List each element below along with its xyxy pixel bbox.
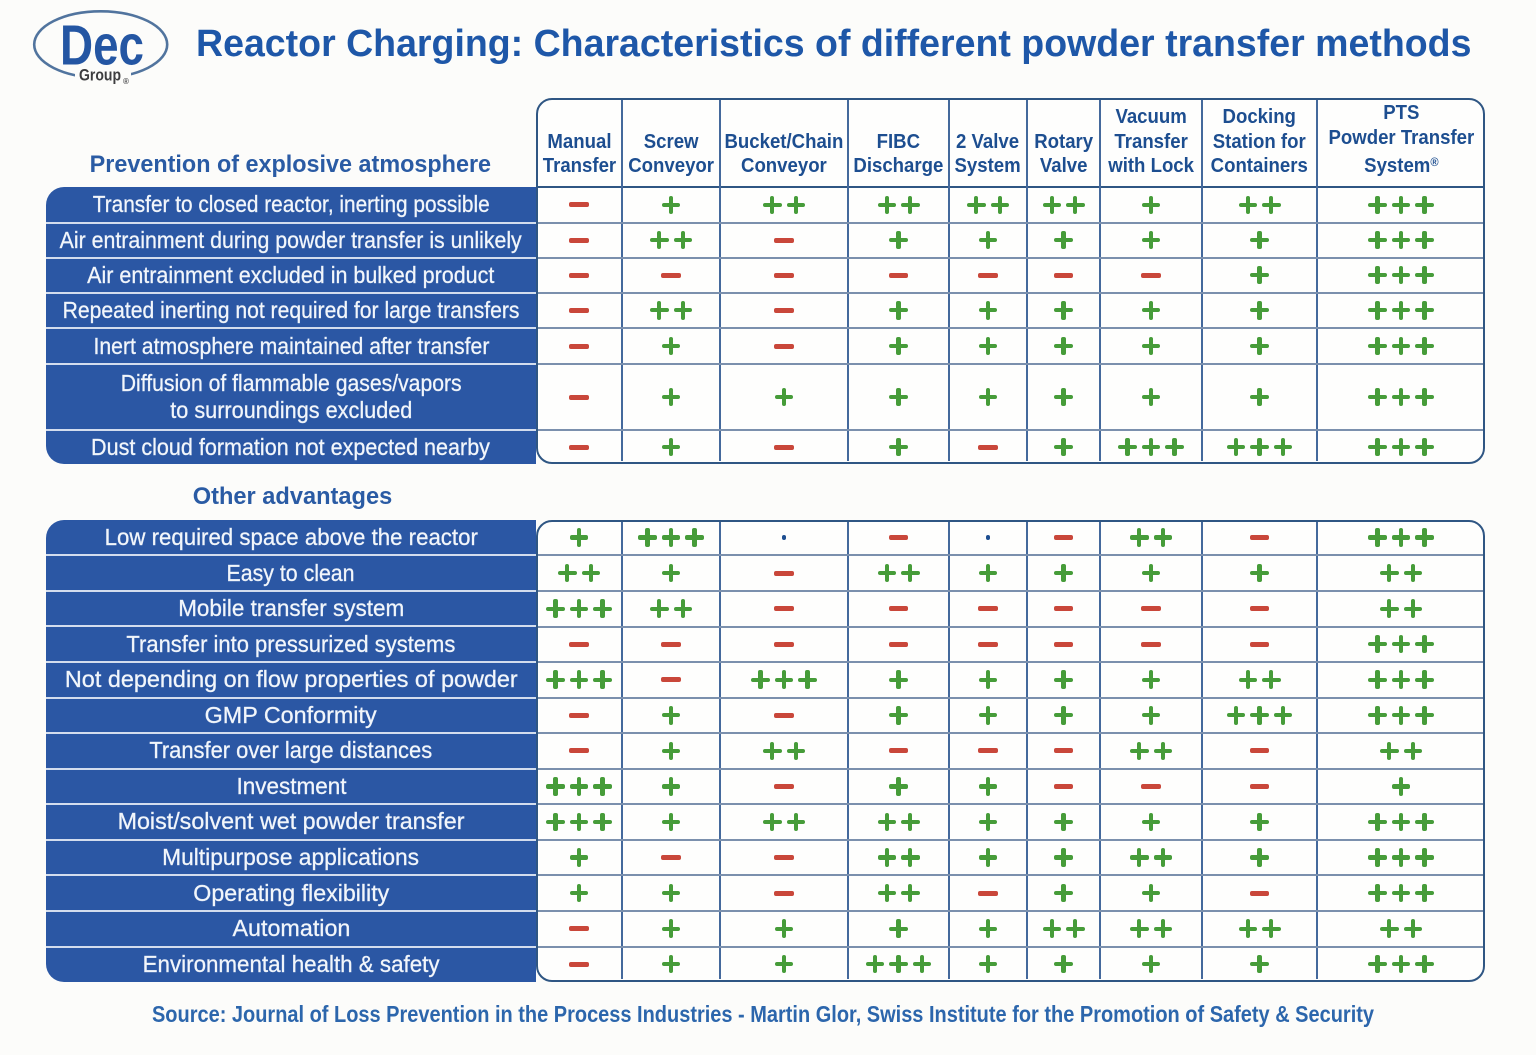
svg-text:®: ® — [123, 77, 129, 86]
svg-text:Group: Group — [79, 67, 121, 85]
svg-text:Dec: Dec — [60, 14, 144, 78]
